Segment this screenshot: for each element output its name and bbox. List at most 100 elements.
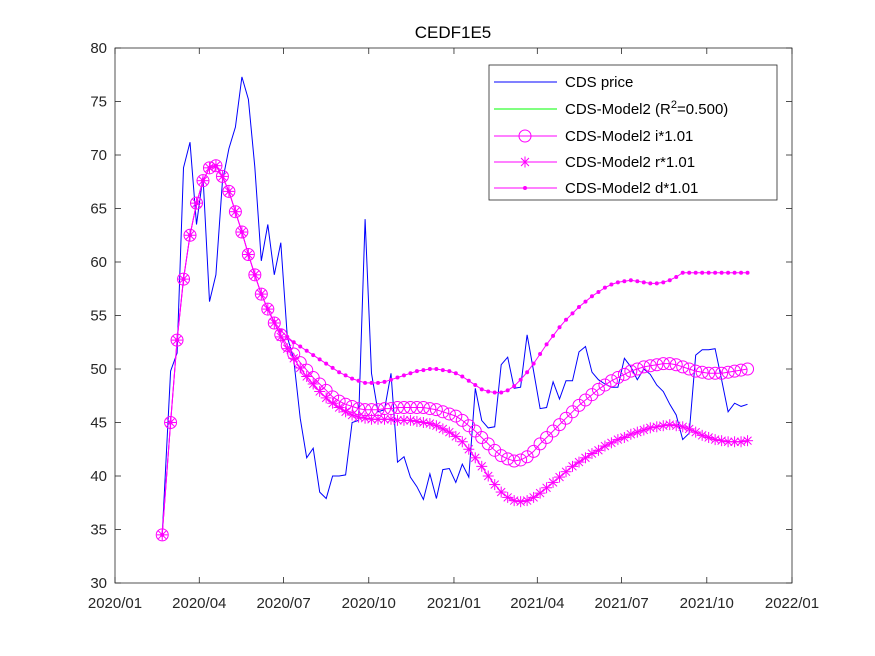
dot-marker xyxy=(414,369,419,374)
circle-marker xyxy=(734,363,748,377)
circle-marker xyxy=(518,129,532,143)
circle-marker xyxy=(442,407,456,421)
circle-marker xyxy=(254,287,268,301)
dot-marker xyxy=(635,279,640,284)
dot-marker xyxy=(628,278,633,283)
dot-marker xyxy=(188,233,193,238)
data-point xyxy=(376,380,381,385)
circle-marker xyxy=(196,174,210,188)
circle-marker xyxy=(183,228,197,242)
data-point xyxy=(462,419,476,433)
dot-marker xyxy=(667,278,672,283)
x-tick-label: 2020/10 xyxy=(342,595,396,612)
legend-label: CDS-Model2 i*1.01 xyxy=(565,128,693,145)
legend-label: CDS-Model2 d*1.01 xyxy=(565,180,698,197)
data-point xyxy=(453,371,458,376)
data-point xyxy=(246,252,251,257)
data-point xyxy=(583,299,588,304)
data-point xyxy=(442,407,456,421)
data-point xyxy=(557,325,562,330)
x-tick-label: 2021/01 xyxy=(427,595,481,612)
star-stroke xyxy=(736,437,746,447)
dot-marker xyxy=(570,311,575,316)
y-tick-label: 50 xyxy=(90,361,107,378)
data-point xyxy=(611,371,625,385)
star-stroke xyxy=(658,421,668,431)
dot-marker xyxy=(298,344,303,349)
y-tick-label: 65 xyxy=(90,201,107,218)
data-point xyxy=(501,452,515,466)
data-point xyxy=(715,366,729,380)
circle-marker xyxy=(449,409,463,423)
data-point xyxy=(196,174,210,188)
dot-marker xyxy=(544,342,549,347)
data-point xyxy=(259,292,264,297)
data-point xyxy=(554,471,566,483)
dot-marker xyxy=(382,379,387,384)
data-point xyxy=(690,426,702,438)
data-point xyxy=(479,387,484,392)
legend-label-superscript: 2 xyxy=(671,99,677,111)
star-stroke xyxy=(393,416,402,425)
data-point xyxy=(495,486,507,498)
legend-item-model: CDS-Model2 (R2=0.500) xyxy=(494,99,728,118)
circle-marker xyxy=(624,364,638,378)
dot-marker xyxy=(557,325,562,330)
dot-marker xyxy=(615,280,620,285)
star-stroke xyxy=(477,462,487,471)
data-point xyxy=(505,388,510,393)
data-point xyxy=(267,316,281,330)
circle-marker xyxy=(591,382,605,396)
data-point xyxy=(592,444,604,456)
star-stroke xyxy=(464,444,474,454)
data-point xyxy=(630,362,644,376)
circle-marker xyxy=(708,366,722,380)
data-point xyxy=(663,357,677,371)
star-stroke xyxy=(587,449,597,458)
data-point xyxy=(239,230,244,235)
data-point xyxy=(183,228,197,242)
dot-marker xyxy=(693,270,698,275)
star-stroke xyxy=(684,424,694,434)
dot-marker xyxy=(194,201,199,206)
data-point xyxy=(579,452,591,464)
circle-marker xyxy=(572,398,586,412)
star-stroke xyxy=(282,344,292,353)
star-stroke xyxy=(451,432,461,441)
series-cds-price xyxy=(161,76,748,535)
data-point xyxy=(576,304,581,309)
dot-marker xyxy=(278,328,283,333)
data-point xyxy=(547,476,559,488)
data-point xyxy=(661,280,666,285)
dot-marker xyxy=(687,270,692,275)
data-point xyxy=(443,426,455,438)
circle-marker xyxy=(650,358,664,372)
x-tick-label: 2020/04 xyxy=(172,595,226,612)
data-point xyxy=(222,184,236,198)
data-point xyxy=(337,370,342,375)
data-point xyxy=(272,319,277,324)
data-point xyxy=(307,378,319,390)
data-point xyxy=(560,466,572,478)
data-point xyxy=(551,333,556,338)
data-point xyxy=(408,371,413,376)
circle-marker xyxy=(604,374,618,388)
dot-marker xyxy=(272,319,277,324)
data-point xyxy=(207,165,212,170)
data-point xyxy=(463,443,475,455)
data-point xyxy=(689,364,703,378)
data-point xyxy=(429,403,443,417)
star-stroke xyxy=(574,457,584,467)
dot-marker xyxy=(440,368,445,373)
dot-marker xyxy=(337,370,342,375)
data-point xyxy=(598,378,612,392)
star-stroke xyxy=(334,403,344,412)
dot-marker xyxy=(661,280,666,285)
dot-marker xyxy=(460,374,465,379)
dot-marker xyxy=(427,367,432,371)
data-point xyxy=(508,495,520,507)
data-point xyxy=(455,413,469,427)
data-point xyxy=(527,444,541,458)
dot-marker xyxy=(654,281,659,286)
star-stroke xyxy=(367,414,376,424)
